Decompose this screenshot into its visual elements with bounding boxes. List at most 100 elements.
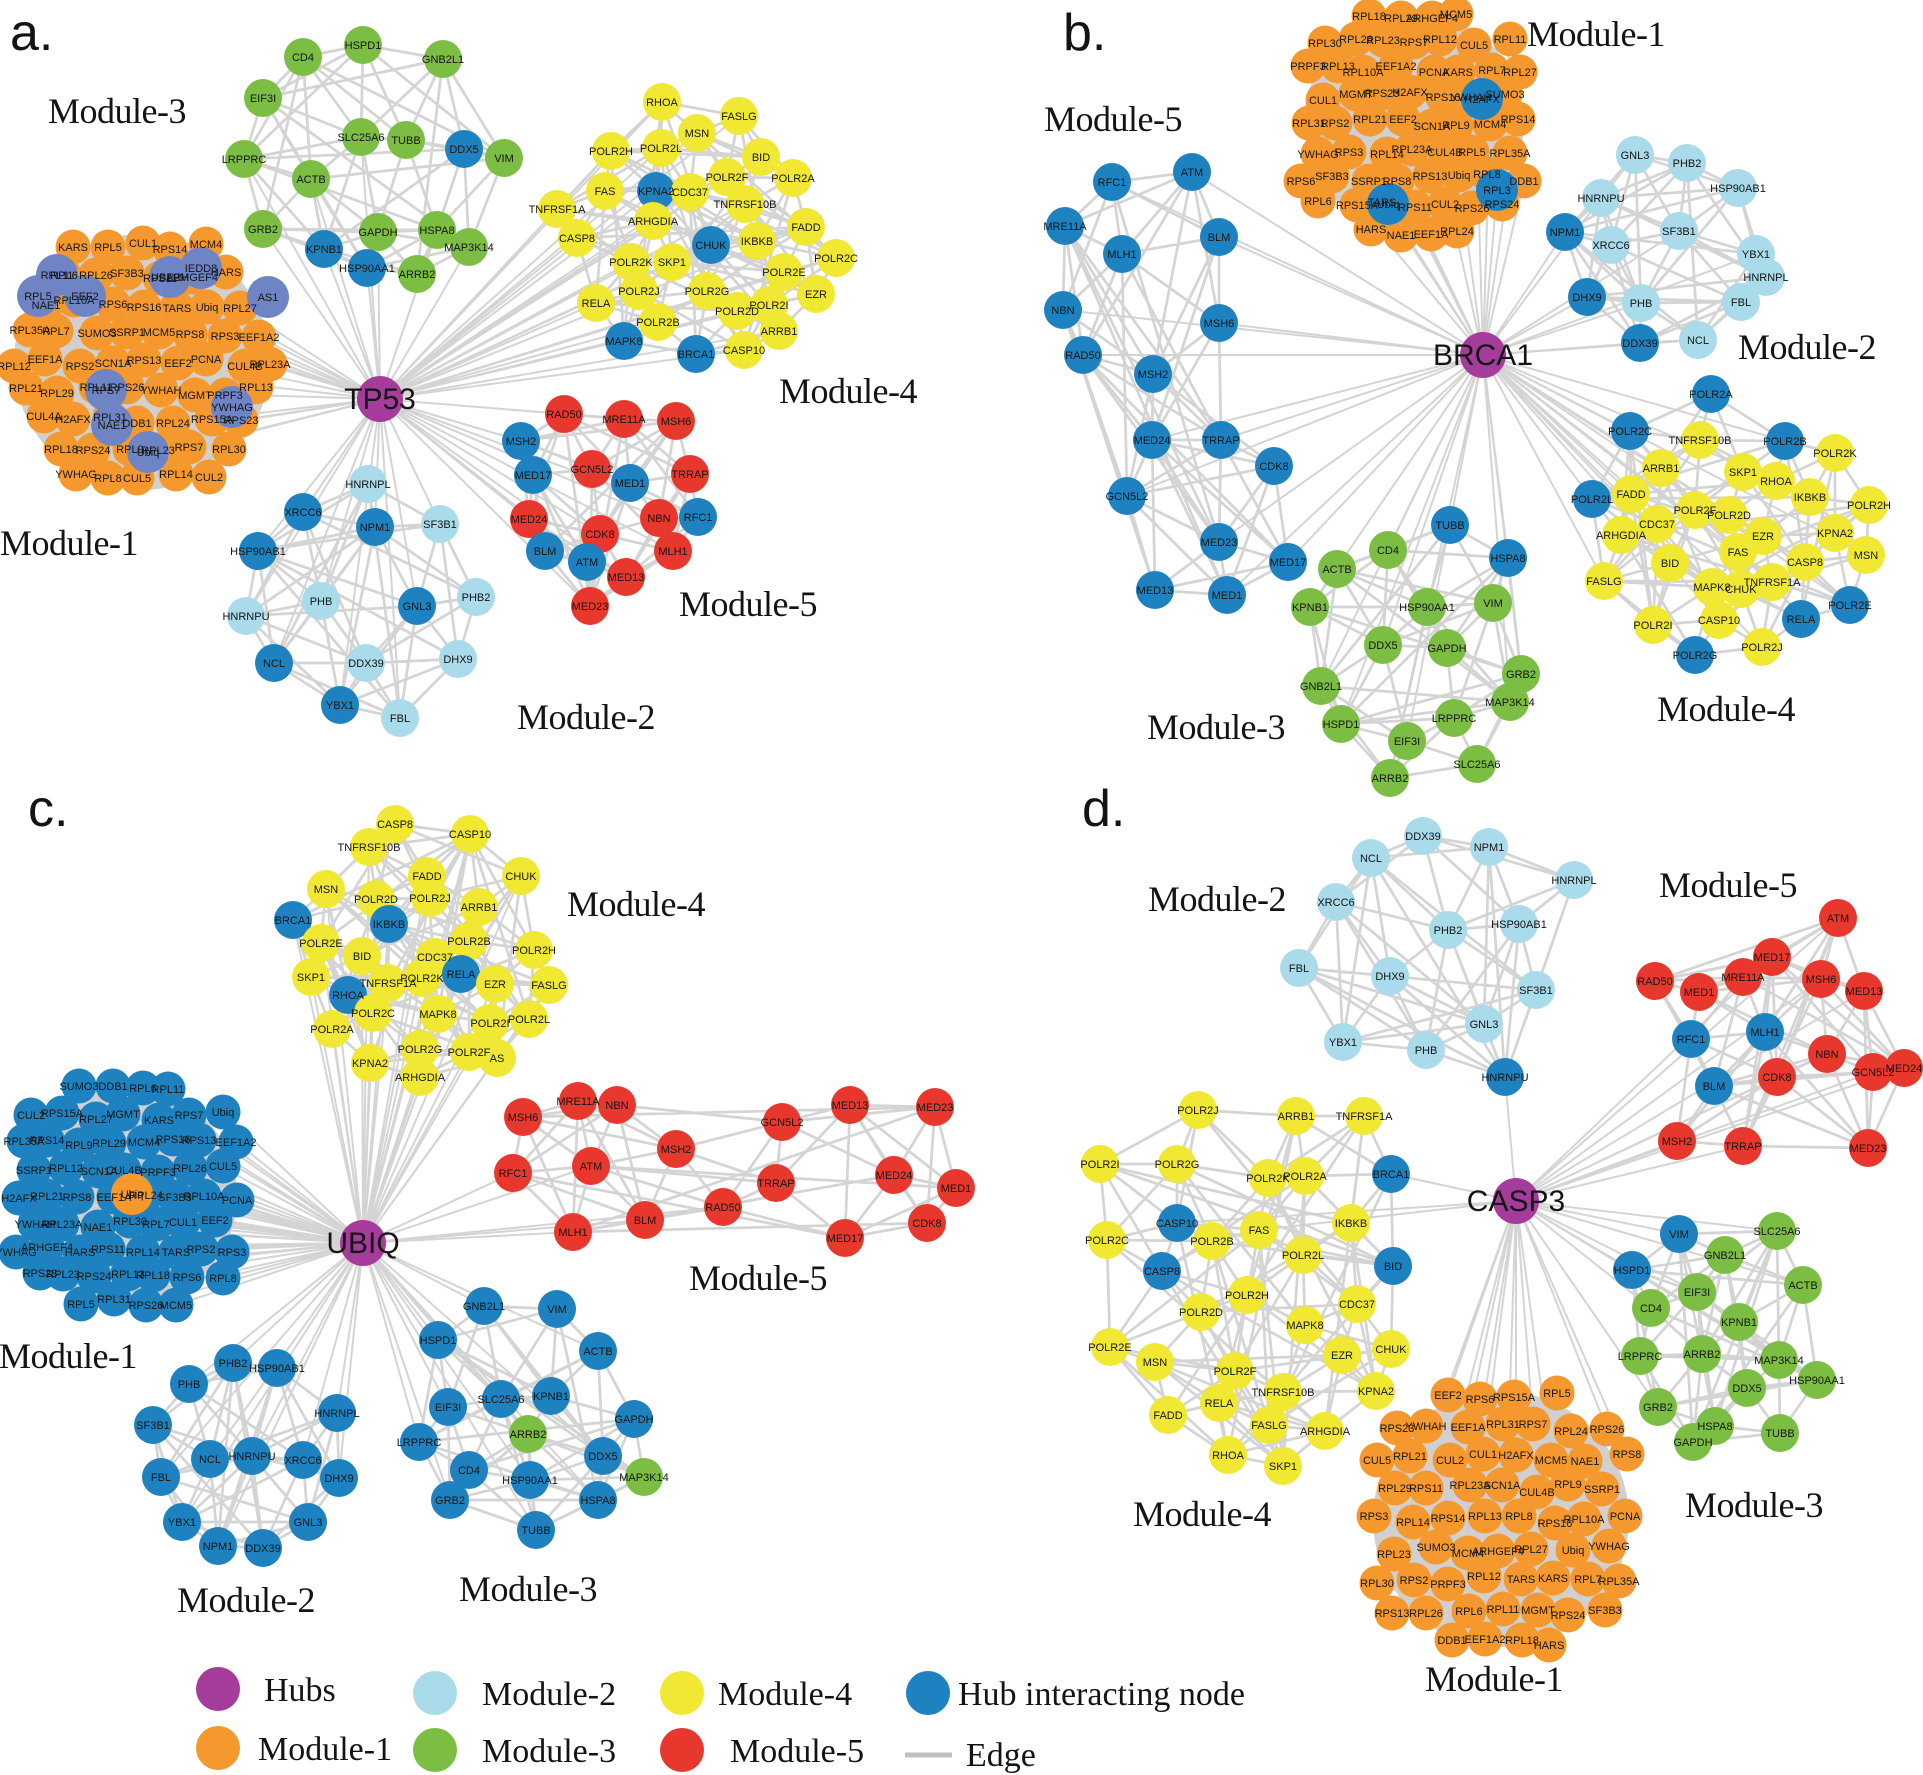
svg-text:MED1: MED1 — [1684, 987, 1715, 999]
svg-text:MED13: MED13 — [832, 1100, 869, 1112]
svg-text:RPL5: RPL5 — [1543, 1388, 1571, 1400]
svg-text:CD4: CD4 — [458, 1465, 480, 1477]
svg-text:POLR2D: POLR2D — [1179, 1307, 1223, 1319]
svg-text:ARHGDIA: ARHGDIA — [628, 216, 679, 228]
svg-text:ATM: ATM — [1827, 913, 1849, 925]
svg-text:YBX1: YBX1 — [168, 1517, 196, 1529]
svg-text:MAP3K14: MAP3K14 — [444, 242, 494, 254]
svg-text:MSH2: MSH2 — [661, 1144, 692, 1156]
svg-text:MRE11A: MRE11A — [556, 1096, 600, 1108]
svg-text:BRCA1: BRCA1 — [1373, 1169, 1410, 1181]
svg-text:KPNA2: KPNA2 — [638, 186, 674, 198]
svg-text:ACTB: ACTB — [296, 174, 325, 186]
svg-text:b.: b. — [1063, 4, 1106, 62]
svg-text:MLH1: MLH1 — [1107, 249, 1136, 261]
svg-text:DDB1: DDB1 — [1437, 1635, 1466, 1647]
svg-text:RPL13: RPL13 — [1321, 61, 1355, 73]
svg-text:GRB2: GRB2 — [435, 1495, 465, 1507]
svg-text:RPS13: RPS13 — [1413, 171, 1448, 183]
svg-text:Module-5: Module-5 — [730, 1733, 864, 1770]
svg-text:RPS14: RPS14 — [1501, 114, 1536, 126]
svg-text:SF3B1: SF3B1 — [423, 519, 457, 531]
svg-text:ATM: ATM — [576, 557, 598, 569]
svg-text:MED24: MED24 — [876, 1170, 913, 1182]
svg-text:POLR2B: POLR2B — [447, 936, 490, 948]
svg-text:HSP90AB1: HSP90AB1 — [1491, 919, 1547, 931]
svg-text:BID: BID — [1384, 1261, 1402, 1273]
svg-text:ATM: ATM — [580, 1161, 602, 1173]
svg-text:RAD50: RAD50 — [1637, 976, 1672, 988]
svg-text:MED13: MED13 — [1137, 585, 1174, 597]
svg-text:SF3B3: SF3B3 — [158, 1192, 192, 1204]
svg-text:SSRP1: SSRP1 — [1584, 1484, 1620, 1496]
svg-text:MED1: MED1 — [941, 1183, 972, 1195]
svg-text:c.: c. — [28, 780, 68, 838]
svg-text:RHOA: RHOA — [646, 97, 678, 109]
svg-text:RPL27: RPL27 — [1514, 1544, 1548, 1556]
svg-text:SKP1: SKP1 — [297, 972, 325, 984]
svg-text:RPS16: RPS16 — [156, 1134, 191, 1146]
svg-text:RPL6: RPL6 — [1304, 196, 1332, 208]
svg-text:POLR2E: POLR2E — [762, 267, 805, 279]
svg-text:MCM4: MCM4 — [1474, 119, 1506, 131]
svg-text:RPS14: RPS14 — [1431, 1513, 1466, 1525]
svg-text:PHB: PHB — [178, 1379, 201, 1391]
svg-text:MED24: MED24 — [1886, 1063, 1923, 1075]
svg-text:HSP90AB1: HSP90AB1 — [1710, 183, 1766, 195]
svg-text:RPS2: RPS2 — [187, 1244, 216, 1256]
svg-text:DDX5: DDX5 — [588, 1451, 617, 1463]
svg-text:MAP3K14: MAP3K14 — [619, 1472, 669, 1484]
svg-text:HSPD1: HSPD1 — [1323, 719, 1360, 731]
svg-text:NCL: NCL — [1360, 853, 1382, 865]
svg-text:RPL8: RPL8 — [94, 473, 122, 485]
svg-text:MCM4: MCM4 — [1452, 1548, 1484, 1560]
svg-text:RPL30: RPL30 — [1360, 1578, 1394, 1590]
svg-text:RPL8: RPL8 — [209, 1273, 237, 1285]
svg-text:MCM5: MCM5 — [143, 327, 175, 339]
svg-text:RPS6: RPS6 — [1466, 1394, 1495, 1406]
svg-text:RPL12: RPL12 — [1467, 1571, 1501, 1583]
svg-text:MRE11A: MRE11A — [1721, 972, 1765, 984]
svg-text:POLR2I: POLR2I — [1080, 1159, 1119, 1171]
svg-text:CASP8: CASP8 — [1144, 1266, 1180, 1278]
svg-text:FAS: FAS — [1249, 1225, 1270, 1237]
svg-text:GNB2L1: GNB2L1 — [1300, 681, 1342, 693]
svg-text:Module-4: Module-4 — [567, 884, 705, 924]
svg-text:RPL14: RPL14 — [126, 1247, 160, 1259]
svg-text:LRPPRC: LRPPRC — [222, 154, 267, 166]
svg-text:KPNA2: KPNA2 — [1817, 528, 1853, 540]
svg-text:IKBKB: IKBKB — [741, 236, 773, 248]
svg-text:EEF1A: EEF1A — [28, 354, 64, 366]
svg-text:Module-2: Module-2 — [177, 1580, 315, 1620]
svg-text:RPL35A: RPL35A — [1599, 1576, 1641, 1588]
svg-text:NPM1: NPM1 — [203, 1541, 234, 1553]
svg-text:BID: BID — [752, 152, 770, 164]
svg-text:MED17: MED17 — [515, 470, 552, 482]
svg-text:VIM: VIM — [1483, 598, 1503, 610]
svg-text:NCL: NCL — [263, 658, 285, 670]
svg-text:CASP10: CASP10 — [1156, 1218, 1198, 1230]
svg-text:MCM5: MCM5 — [160, 1300, 192, 1312]
svg-text:GAPDH: GAPDH — [614, 1414, 653, 1426]
svg-text:NBN: NBN — [605, 1100, 628, 1112]
svg-text:GAPDH: GAPDH — [1673, 1437, 1712, 1449]
svg-text:GNL3: GNL3 — [1470, 1019, 1499, 1031]
svg-text:RPS11: RPS11 — [1409, 1483, 1443, 1495]
svg-text:NCL: NCL — [1687, 335, 1709, 347]
svg-text:RPL6: RPL6 — [50, 270, 78, 282]
svg-text:RELA: RELA — [582, 298, 611, 310]
svg-text:VIM: VIM — [1669, 1229, 1689, 1241]
svg-text:Module-1: Module-1 — [0, 523, 138, 563]
svg-text:HNRNPL: HNRNPL — [345, 479, 390, 491]
svg-text:ARHGEF4: ARHGEF4 — [1406, 13, 1458, 25]
svg-text:RPS3: RPS3 — [218, 1247, 247, 1259]
svg-text:GRB2: GRB2 — [248, 224, 278, 236]
svg-text:DHX9: DHX9 — [324, 1473, 353, 1485]
svg-text:ARHGEF4: ARHGEF4 — [166, 272, 218, 284]
svg-text:DDX5: DDX5 — [1368, 640, 1397, 652]
svg-text:MSH2: MSH2 — [506, 436, 537, 448]
svg-text:HNRNPL: HNRNPL — [1743, 272, 1788, 284]
svg-text:RPS16: RPS16 — [1426, 92, 1461, 104]
svg-text:RPL10A: RPL10A — [1343, 67, 1385, 79]
svg-text:RPL30: RPL30 — [113, 1216, 147, 1228]
